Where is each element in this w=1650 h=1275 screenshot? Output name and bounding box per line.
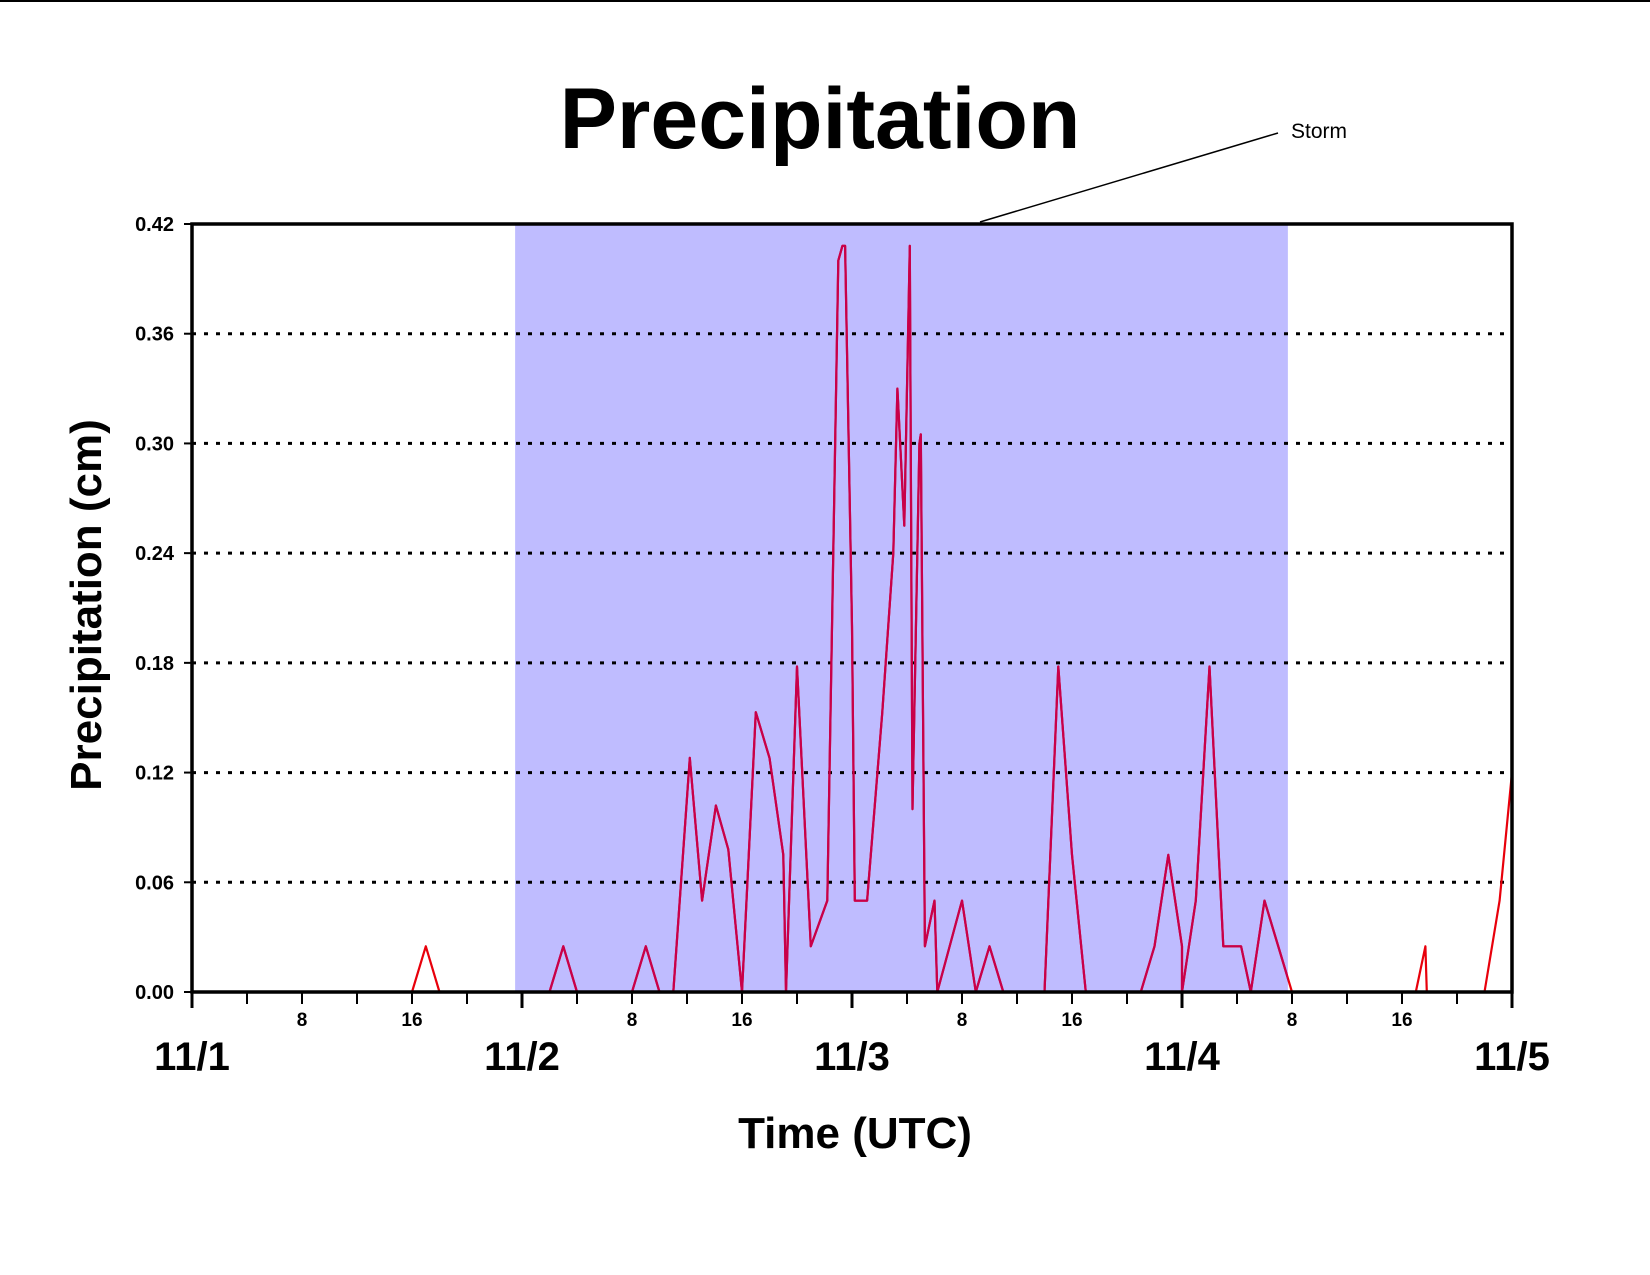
x-hour-tick-label: 16 — [731, 1010, 752, 1031]
y-axis-title: Precipitation (cm) — [62, 419, 111, 791]
x-hour-tick-label: 16 — [1391, 1010, 1412, 1031]
y-tick-label: 0.24 — [135, 543, 175, 565]
x-hour-tick-label: 8 — [627, 1010, 638, 1031]
y-tick-label: 0.06 — [135, 872, 174, 894]
y-tick-label: 0.12 — [135, 763, 174, 785]
x-hour-tick-label: 16 — [401, 1010, 422, 1031]
x-hour-tick-label: 8 — [957, 1010, 968, 1031]
precipitation-line-storm — [515, 244, 1288, 994]
x-hour-tick-label: 8 — [1287, 1010, 1298, 1031]
storm-shaded-region — [515, 224, 1288, 992]
x-hour-tick-label: 8 — [297, 1010, 308, 1031]
y-tick-label: 0.00 — [135, 982, 174, 1004]
x-date-tick-label: 11/5 — [1474, 1035, 1550, 1079]
y-tick-label: 0.30 — [135, 433, 174, 455]
x-axis-title: Time (UTC) — [738, 1109, 972, 1158]
x-date-tick-label: 11/2 — [484, 1035, 560, 1079]
y-axis-ticks: 0.00 0.06 0.12 0.18 0.24 0.30 0.36 0.42 — [135, 214, 192, 1004]
y-tick-label: 0.18 — [135, 653, 174, 675]
y-tick-label: 0.36 — [135, 324, 174, 346]
x-date-tick-label: 11/4 — [1144, 1035, 1220, 1079]
x-hour-tick-label: 16 — [1061, 1010, 1082, 1031]
x-date-tick-label: 11/1 — [154, 1035, 230, 1079]
storm-annotation-label: Storm — [1291, 120, 1347, 143]
x-date-tick-label: 11/3 — [814, 1035, 890, 1079]
y-tick-label: 0.42 — [135, 214, 174, 236]
storm-annotation-leader — [979, 132, 1279, 223]
chart-title: Precipitation — [560, 71, 1081, 167]
top-border-rule — [0, 0, 1650, 2]
x-axis-ticks: 8 16 8 16 8 16 8 16 11/1 11/2 11/3 11/4 11/5 — [154, 992, 1550, 1079]
